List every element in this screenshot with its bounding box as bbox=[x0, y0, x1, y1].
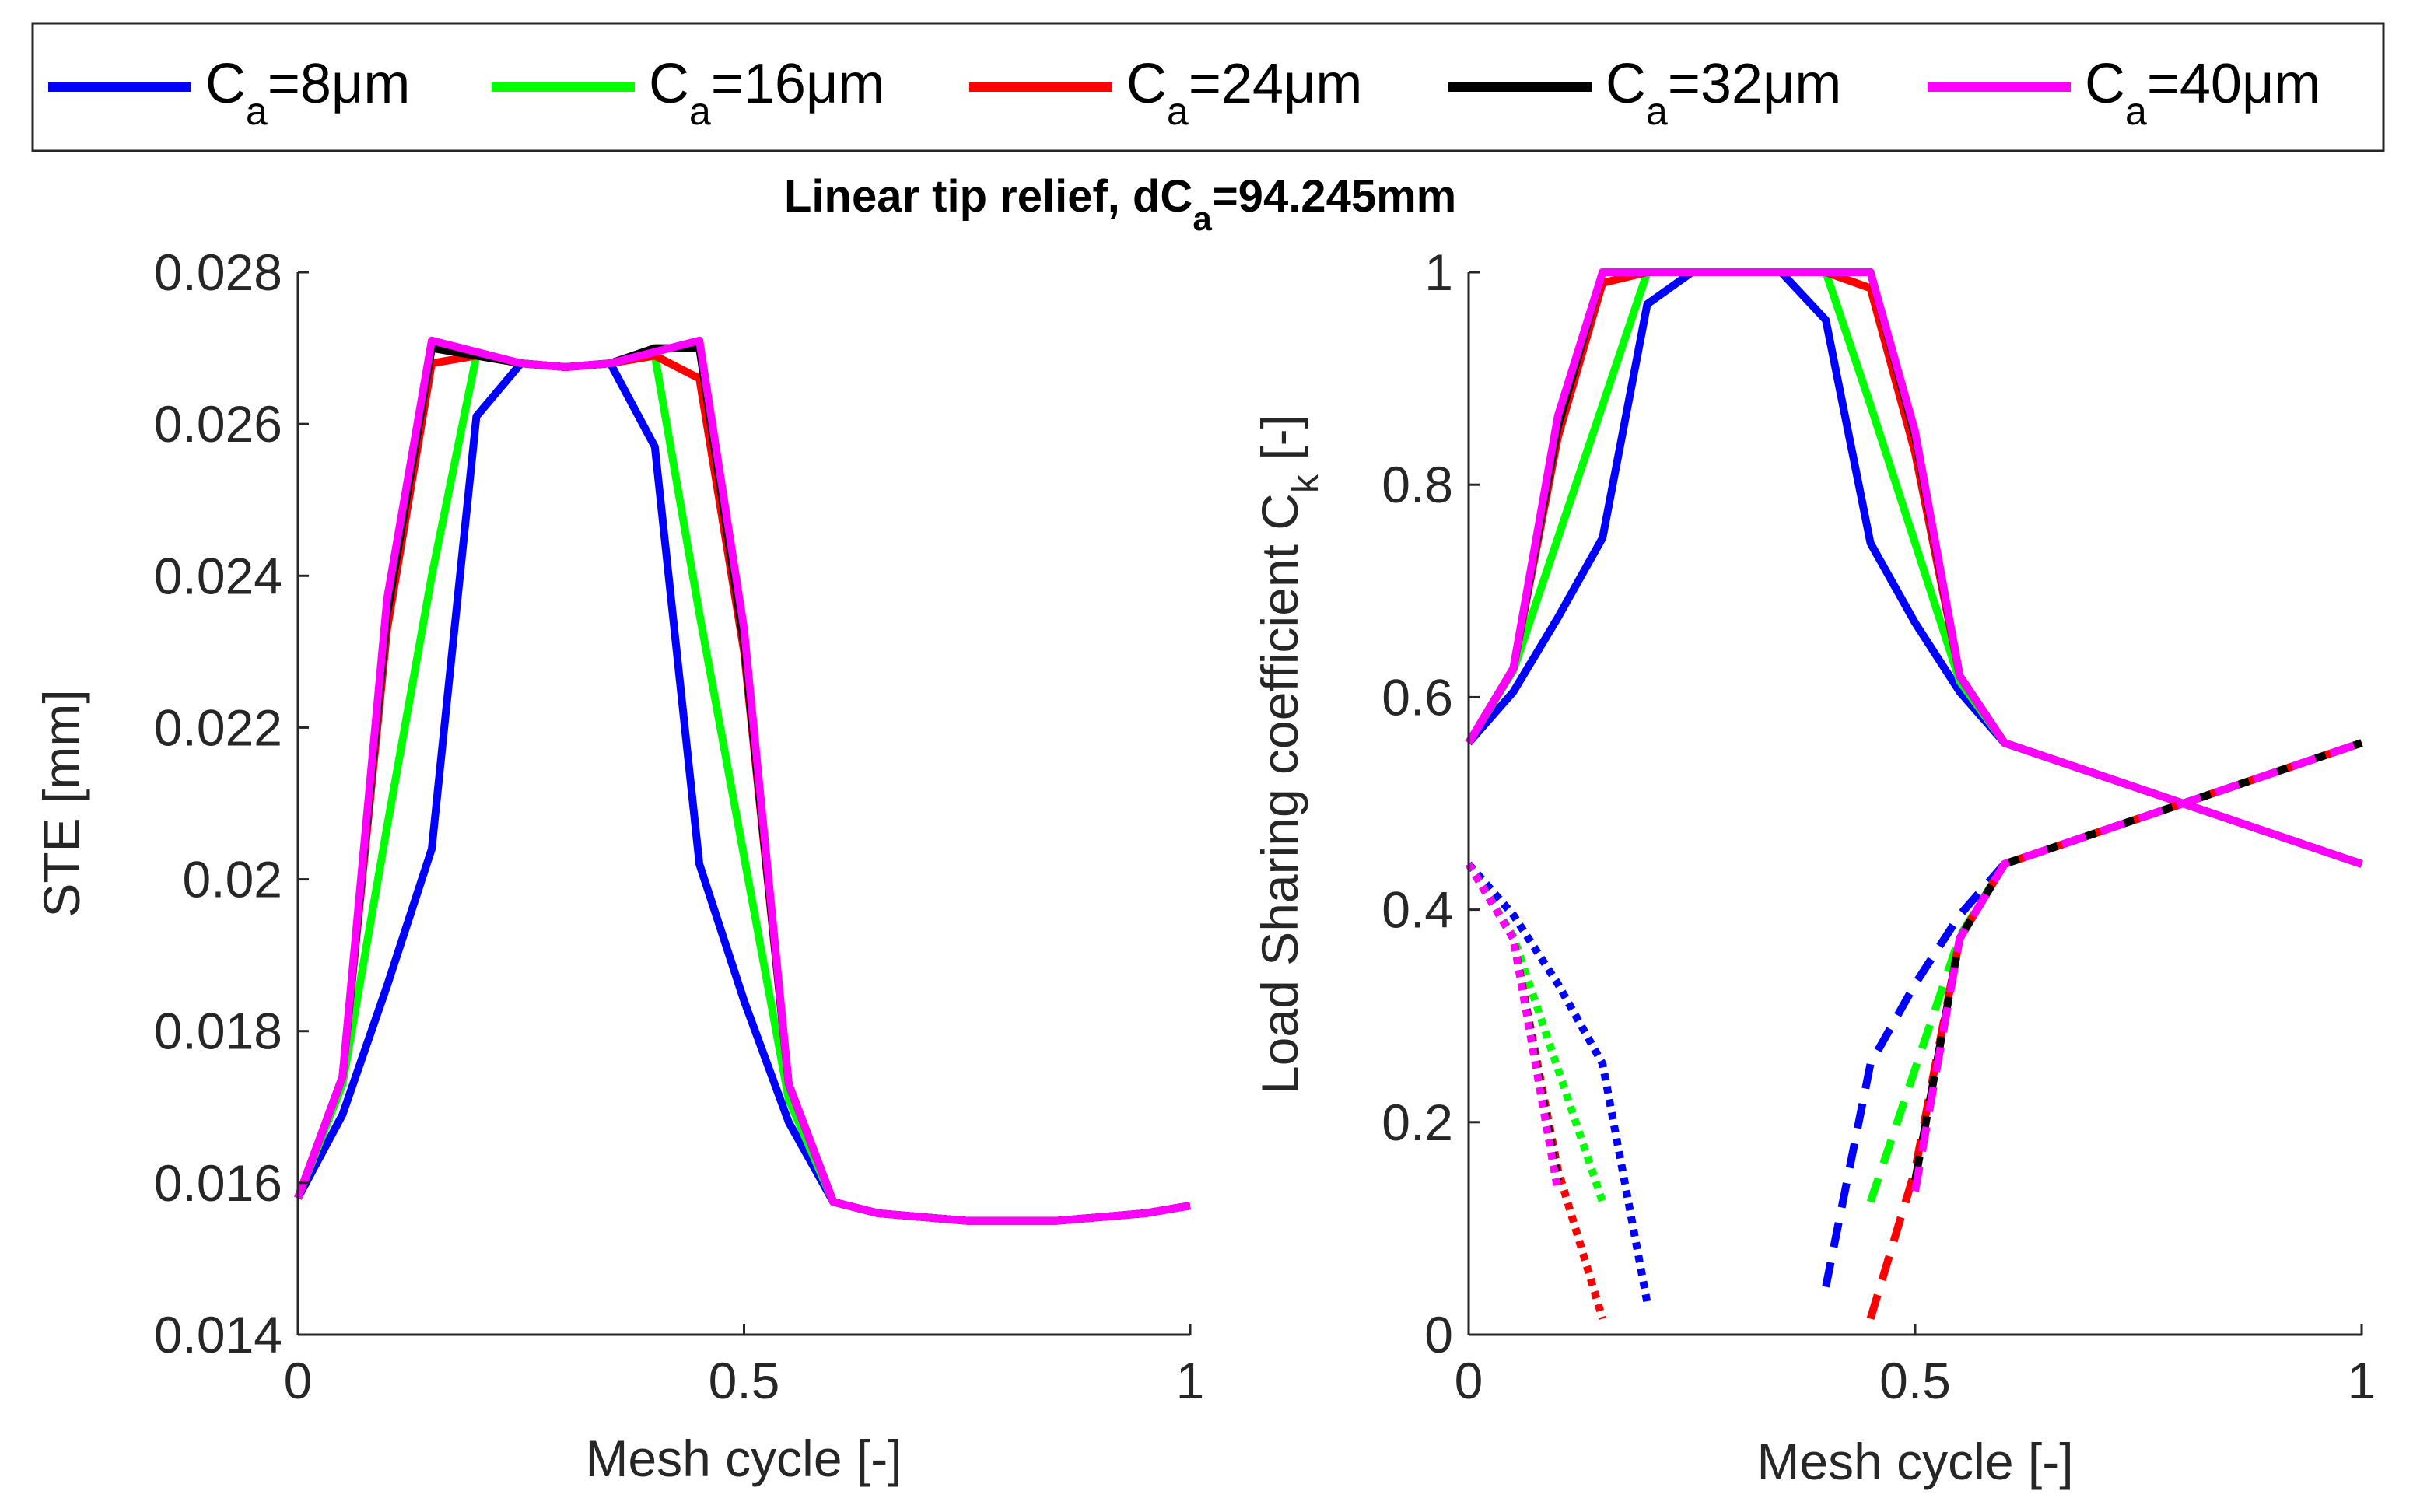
y-tick-label: 1 bbox=[1424, 243, 1453, 301]
left-axes: 0 0.5 1 0.014 0.016 0.018 0.02 0.022 0.024 0.026 0… bbox=[33, 243, 1204, 1487]
y-tick-label: 0 bbox=[1424, 1306, 1453, 1363]
y-tick-label: 0.6 bbox=[1382, 668, 1453, 726]
series-line-right-12 bbox=[1866, 739, 2363, 1320]
legend-label-ca8: Ca=8μm bbox=[205, 53, 410, 133]
y-tick-label: 0.024 bbox=[154, 547, 282, 604]
y-tick-label: 0.8 bbox=[1382, 456, 1453, 513]
legend-entry-ca40: Ca=40μm bbox=[1928, 53, 2320, 133]
right-plot-area bbox=[1465, 268, 2363, 1320]
y-tick-label: 0.028 bbox=[154, 243, 282, 301]
legend-entry-ca16: Ca=16μm bbox=[492, 53, 884, 133]
legend-entry-ca24: Ca=24μm bbox=[969, 53, 1362, 133]
series-line-left-4 bbox=[294, 336, 1191, 1225]
right-x-axis-label: Mesh cycle [-] bbox=[1756, 1433, 2073, 1490]
legend-entry-ca8: Ca=8μm bbox=[48, 53, 410, 133]
x-tick-label: 1 bbox=[2348, 1352, 2376, 1409]
series-line-right-4 bbox=[1465, 268, 2363, 868]
y-tick-label: 0.02 bbox=[183, 851, 282, 908]
y-tick-label: 0.4 bbox=[1382, 881, 1453, 939]
y-tick-label: 0.022 bbox=[154, 698, 282, 756]
legend-label-ca40: Ca=40μm bbox=[2085, 53, 2320, 133]
right-ticks: 0 0.5 1 0 0.2 0.4 0.6 0.8 1 bbox=[1382, 243, 2376, 1409]
legend-entry-ca32: Ca=32μm bbox=[1448, 53, 1841, 133]
x-tick-label: 0 bbox=[284, 1352, 313, 1409]
y-tick-label: 0.014 bbox=[154, 1306, 282, 1363]
x-tick-label: 1 bbox=[1176, 1352, 1205, 1409]
y-tick-label: 0.026 bbox=[154, 395, 282, 453]
chart-title: Linear tip relief, dCa=94.245mm bbox=[784, 171, 1456, 238]
y-tick-label: 0.016 bbox=[154, 1154, 282, 1212]
left-plot-area bbox=[294, 336, 1191, 1225]
legend-label-ca16: Ca=16μm bbox=[649, 53, 884, 133]
legend-label-ca24: Ca=24μm bbox=[1126, 53, 1362, 133]
left-x-axis-label: Mesh cycle [-] bbox=[585, 1430, 902, 1487]
x-tick-label: 0.5 bbox=[1879, 1352, 1951, 1409]
series-line-right-5 bbox=[1466, 861, 1651, 1304]
legend-label-ca32: Ca=32μm bbox=[1606, 53, 1841, 133]
x-tick-label: 0.5 bbox=[709, 1352, 780, 1409]
right-axes: 0 0.5 1 0 0.2 0.4 0.6 0.8 1 Mesh cycle [-] Load … bbox=[1251, 243, 2376, 1490]
series-line-right-14 bbox=[1911, 739, 2363, 1192]
right-y-axis-label: Load Sharing coefficient Ck [-] bbox=[1251, 415, 1326, 1094]
left-ticks: 0 0.5 1 0.014 0.016 0.018 0.02 0.022 0.024 0.026 0… bbox=[154, 243, 1205, 1409]
series-line-right-9 bbox=[1465, 862, 1562, 1192]
left-y-axis-label: STE [mm] bbox=[33, 689, 90, 917]
legend: Ca=8μm Ca=16μm Ca=24μm Ca=32μm Ca=40μm bbox=[31, 22, 2385, 152]
y-tick-label: 0.2 bbox=[1382, 1094, 1453, 1151]
x-tick-label: 0 bbox=[1455, 1352, 1483, 1409]
y-tick-label: 0.018 bbox=[154, 1003, 282, 1060]
